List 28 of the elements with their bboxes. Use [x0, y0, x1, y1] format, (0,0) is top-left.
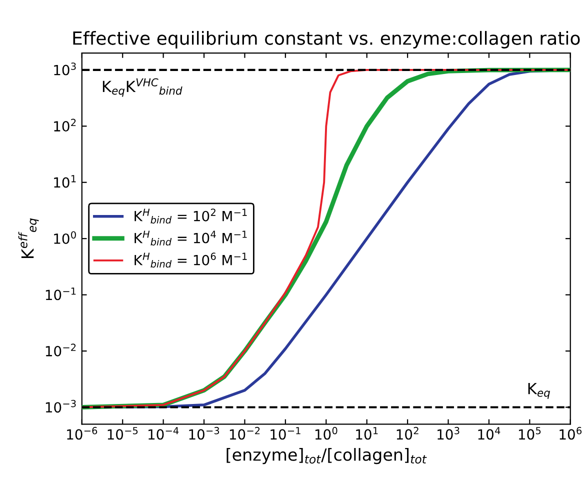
y-tick-label: 10$^{2}$ [54, 118, 76, 132]
x-tick-label: 10$^{−4}$ [148, 427, 179, 440]
x-tick-label: 10$^{3}$ [438, 426, 460, 440]
x-tick-label: 10$^{−6}$ [67, 426, 98, 440]
x-tick-label: 10$^{6}$ [560, 426, 582, 440]
x-tick-label: 10$^{−2}$ [230, 426, 260, 440]
x-tick-label: 10$^{−3}$ [189, 426, 220, 440]
x-tick-label: 10$^{2}$ [396, 426, 418, 440]
y-tick-label: 10$^{−3}$ [46, 400, 76, 413]
legend-label: K$^{H}$$_{bind}$ = 10$^{6}$ M$^{−1}$ [134, 252, 247, 268]
x-tick-label: 10$^{0}$ [315, 426, 338, 440]
x-tick-label: 10$^{1}$ [356, 427, 378, 440]
y-tick-label: 10$^{1}$ [54, 175, 76, 188]
x-tick-label: 10$^{−1}$ [270, 427, 300, 440]
ref-line-label: K$_{eq}$ [528, 383, 550, 399]
x-axis-title: [enzyme]$_{tot}$/[collagen]$_{tot}$ [226, 448, 427, 464]
ref-line-label: K$_{eq}$K$^{VHC}$$_{bind}$ [102, 78, 182, 97]
legend-label: K$^{H}$$_{bind}$ = 10$^{2}$ M$^{−1}$ [134, 208, 247, 224]
legend-label: K$^{H}$$_{bind}$ = 10$^{4}$ M$^{−1}$ [134, 230, 247, 246]
x-tick-label: 10$^{−5}$ [108, 427, 138, 440]
y-tick-label: 10$^{−1}$ [46, 288, 76, 300]
y-tick-label: 10$^{0}$ [54, 231, 76, 244]
y-tick-label: 10$^{−2}$ [46, 344, 76, 356]
chart-title: Effective equilibrium constant vs. enzyme:collagen ratio [73, 30, 580, 48]
y-axis-title: K$^{eff}$$_{eq}$ [18, 218, 39, 258]
y-tick-label: 10$^{3}$ [54, 62, 76, 76]
x-tick-label: 10$^{5}$ [518, 427, 541, 440]
x-tick-label: 10$^{4}$ [478, 427, 500, 440]
